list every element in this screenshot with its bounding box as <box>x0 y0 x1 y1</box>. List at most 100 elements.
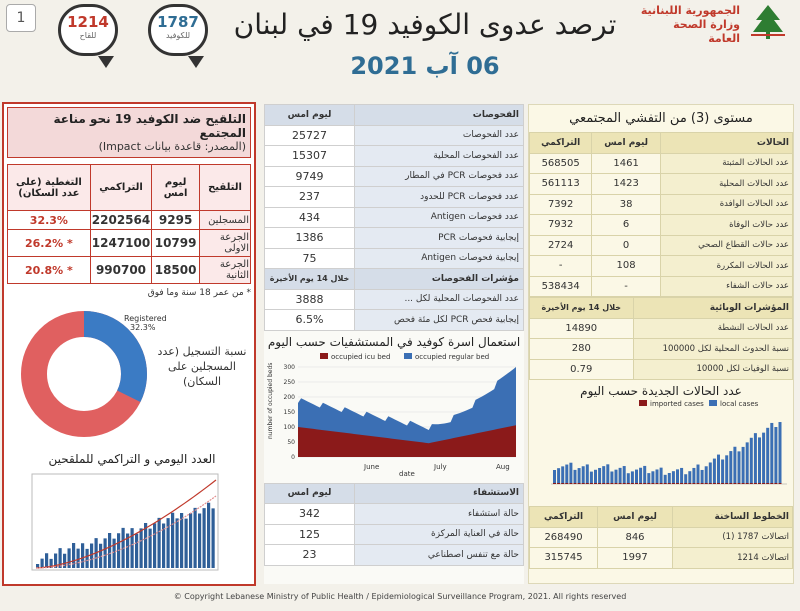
imported-cases-bar <box>569 483 573 484</box>
total-cell: 7932 <box>528 214 593 236</box>
imported-cases-bar <box>667 483 671 484</box>
vaccination-bar <box>139 528 143 568</box>
hotline-label: للقاح <box>79 31 97 40</box>
vaccination-bar <box>58 548 62 568</box>
imported-cases-bar <box>712 483 716 484</box>
daily-vaccination-chart <box>31 473 219 571</box>
total-cell: 568505 <box>528 152 593 174</box>
table-row: 32.3% 2202564 9295 المسجلين <box>7 210 251 230</box>
col-period: خلال 14 يوم الأخيرة <box>529 297 634 319</box>
hospitalization-table: ليوم امس الاستشفاء 342 حالة استشفاء 125 حا… <box>264 482 524 566</box>
imported-cases-bar <box>581 483 585 484</box>
table-row: -108 عدد الحالات المكررة <box>528 255 794 277</box>
vaccination-bar <box>135 533 139 568</box>
tests-table: ليوم امس الفحوصات 25727 عدد الفحوصات 1530… <box>264 104 524 331</box>
table-row: 434 عدد فحوصات Antigen <box>264 206 524 228</box>
local-cases-bar <box>680 467 684 484</box>
total-cell: 1247100 <box>89 229 153 257</box>
value-cell: 23 <box>264 544 355 566</box>
table-header-row: خلال 14 يوم الأخيرة مؤشرات الفحوصات <box>264 268 524 290</box>
table-row: 538434- عدد حالات الشفاء <box>528 275 794 297</box>
total-cell: - <box>528 255 593 277</box>
col-today: ليوم امس <box>264 482 355 504</box>
y-tick: 250 <box>284 379 296 386</box>
value-cell: 9749 <box>264 165 355 187</box>
local-cases-bar <box>749 437 753 484</box>
local-cases-bar <box>758 437 761 484</box>
local-cases-bar <box>663 474 667 484</box>
total-cell: 538434 <box>528 275 593 297</box>
y-axis-label: number of occupied beds <box>267 362 274 438</box>
imported-cases-bar <box>758 483 761 484</box>
table-row: 6.5% إيجابية فحص PCR لكل مئة فحص <box>264 309 524 331</box>
imported-cases-bar <box>553 483 556 484</box>
value-cell: 342 <box>264 503 355 525</box>
local-cases-bar <box>602 466 606 484</box>
table-header-row: ليوم امس الفحوصات <box>264 104 524 126</box>
total-cell: 268490 <box>528 526 599 548</box>
vaccination-bar <box>175 518 179 568</box>
hospital-beds-chart: occupied icu bed occupied regular bed 0 5… <box>267 352 516 478</box>
vaccination-bar <box>166 518 170 568</box>
vaccination-bar <box>184 518 188 568</box>
label-cell: عدد فحوصات PCR في المطار <box>354 165 524 187</box>
value-cell: 6.5% <box>264 309 355 331</box>
vaccination-bar <box>85 548 89 568</box>
today-cell: - <box>591 275 661 297</box>
vaccination-bar <box>126 533 130 568</box>
imported-cases-bar <box>704 483 708 484</box>
local-cases-bar <box>581 466 585 484</box>
local-cases-bar <box>598 467 602 484</box>
imported-cases-bar <box>778 483 782 484</box>
imported-cases-bar <box>717 483 720 484</box>
today-cell: 18500 <box>151 256 200 284</box>
vaccination-bar <box>162 523 166 568</box>
imported-cases-bar <box>647 483 651 484</box>
table-row: 342 حالة استشفاء <box>264 503 524 525</box>
local-cases-bar <box>766 427 770 484</box>
legend-imported: imported cases <box>650 400 704 408</box>
local-cases-bar <box>700 469 704 484</box>
today-cell: 38 <box>591 193 661 215</box>
local-cases-bar <box>753 433 757 484</box>
imported-cases-bar <box>630 483 634 484</box>
label-cell: عدد حالات القطاع الصحي <box>659 234 794 256</box>
col-label: الحالات <box>659 132 794 154</box>
total-cell: 7392 <box>528 193 593 215</box>
logo-line-2: وزارة الصحة العامة <box>673 18 740 45</box>
x-tick-aug: Aug <box>496 463 510 471</box>
copyright-notice: © Copyright Lebanese Ministry of Public … <box>173 592 627 601</box>
label-cell: عدد الحالات المكررة <box>659 255 794 277</box>
page-number: 1 <box>6 4 36 32</box>
local-cases-bar <box>725 455 729 484</box>
vaccination-bar <box>148 528 152 568</box>
table-row: 26.2% * 1247100 10799 الجرعة الاولى <box>7 229 251 257</box>
local-cases-bar <box>553 470 556 484</box>
imported-cases-bar <box>729 483 733 484</box>
coverage-cell: 20.8% * <box>7 256 91 284</box>
imported-cases-bar <box>598 483 602 484</box>
coverage-cell: 26.2% * <box>7 229 91 257</box>
local-cases-bar <box>614 469 618 484</box>
table-header-row: التراكمي ليوم امس الخطوط الساخنة <box>528 506 794 528</box>
label-cell: عدد فحوصات Antigen <box>354 206 524 228</box>
today-cell: 1461 <box>591 152 661 174</box>
vaccination-bar <box>49 558 53 568</box>
page-title: ترصد عدوى الكوفيد 19 في لبنان <box>233 8 617 41</box>
value-cell: 25727 <box>264 124 355 146</box>
imported-cases-bar <box>639 483 643 484</box>
vaccination-bar <box>67 548 71 568</box>
total-cell: 2724 <box>528 234 593 256</box>
total-cell: 990700 <box>89 256 153 284</box>
row-label: الجرعة الثانية <box>199 256 251 284</box>
table-row: 15307 عدد الفحوصات المحلية <box>264 145 524 167</box>
imported-cases-bar <box>663 483 667 484</box>
imported-cases-bar <box>635 483 638 484</box>
local-cases-bar <box>635 469 638 484</box>
vaccination-source: (المصدر: قاعدة بيانات Impact) <box>98 140 246 153</box>
label-cell: إيجابية فحوصات PCR <box>354 227 524 249</box>
imported-cases-bar <box>573 483 577 484</box>
legend-icu: occupied icu bed <box>331 353 390 361</box>
col-total: التراكمي <box>89 164 153 211</box>
y-tick: 0 <box>291 454 295 461</box>
